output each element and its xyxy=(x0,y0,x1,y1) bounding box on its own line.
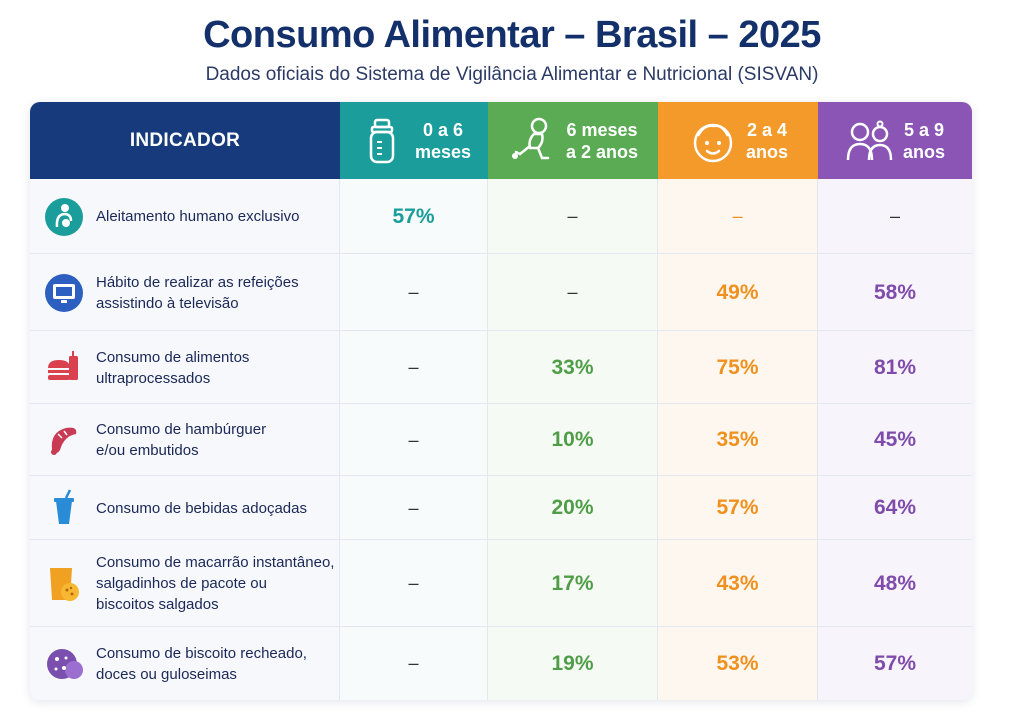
header-age-0-6-months: 0 a 6 meses xyxy=(340,102,488,179)
value-cell: – xyxy=(340,476,488,540)
header-label: 0 a 6 meses xyxy=(414,119,472,162)
value-cell: – xyxy=(488,179,658,254)
fast-food-icon xyxy=(48,350,78,380)
header-age-6m-2y: 6 meses a 2 anos xyxy=(488,102,658,179)
table-row: Hábito de realizar as refeições assistin… xyxy=(30,254,972,331)
value-cell: 33% xyxy=(488,331,658,404)
indicator-cell: Consumo de bebidas adoçadas xyxy=(30,476,340,540)
value-cell: – xyxy=(658,179,818,254)
soda-cup-icon xyxy=(54,489,74,524)
page-subtitle: Dados oficiais do Sistema de Vigilância … xyxy=(205,64,819,85)
value-cell: 81% xyxy=(873,355,917,379)
table-row: Aleitamento humano exclusivo 57% – – – xyxy=(30,179,972,254)
value-cell: 64% xyxy=(873,496,917,519)
value-cell: – xyxy=(340,627,488,700)
value-cell: 58% xyxy=(873,280,917,304)
header-label: 5 a 9 anos xyxy=(902,119,945,162)
table-row: Consumo de alimentos ultraprocessados –33… xyxy=(30,331,972,404)
cookie-icon xyxy=(47,648,83,679)
sausage-icon xyxy=(51,427,77,455)
value-cell: 10% xyxy=(488,404,658,476)
page-title: Consumo Alimentar – Brasil – 2025 xyxy=(203,14,821,56)
value-cell: 20% xyxy=(488,476,658,540)
indicator-cell: Consumo de alimentos ultraprocessados xyxy=(30,331,340,404)
indicator-cell: Consumo de hambúrguer e/ou embutidos xyxy=(30,404,340,476)
table-row: Consumo de biscoito recheado, doces ou g… xyxy=(30,627,972,700)
indicator-column-bg xyxy=(30,179,340,700)
table-row: Consumo de bebidas adoçadas –20% 57% 64% xyxy=(30,476,972,540)
indicator-label: Consumo de biscoito recheado, doces ou g… xyxy=(96,644,307,683)
header-age-5-9y: 5 a 9 anos xyxy=(818,102,972,179)
child-face-icon xyxy=(693,123,733,162)
value-cell: 49% xyxy=(658,254,818,331)
indicator-label: Hábito de realizar as refeições assistin… xyxy=(96,273,299,312)
indicator-cell: Consumo de macarrão instantâneo, salgadi… xyxy=(30,540,340,627)
indicator-label: Consumo de hambúrguer e/ou embutidos xyxy=(96,421,267,459)
indicator-label: Consumo de macarrão instantâneo, salgadi… xyxy=(96,554,335,613)
two-children-icon xyxy=(846,120,893,160)
value-cell: – xyxy=(889,206,900,226)
column-bg xyxy=(488,179,658,700)
value-cell: – xyxy=(340,331,488,404)
value-cell: 53% xyxy=(658,627,818,700)
value-cell: 35% xyxy=(658,404,818,476)
header-label: 6 meses a 2 anos xyxy=(565,119,639,162)
indicator-cell: Consumo de biscoito recheado, doces ou g… xyxy=(30,627,340,700)
indicator-label: Consumo de alimentos ultraprocessados xyxy=(96,348,250,387)
indicator-label: Aleitamento humano exclusivo xyxy=(96,208,300,225)
column-bg xyxy=(818,179,972,700)
value-cell: 48% xyxy=(873,571,917,595)
value-cell: 57% xyxy=(658,476,818,540)
value-cell: 19% xyxy=(488,627,658,700)
value-cell: 57% xyxy=(340,179,488,254)
table-header: INDICADOR 0 a 6 meses 6 meses a 2 anos xyxy=(30,102,972,179)
value-cell: – xyxy=(340,540,488,627)
breastfeeding-icon xyxy=(45,197,83,236)
value-cell: – xyxy=(340,404,488,476)
value-cell: 57% xyxy=(873,651,917,675)
snack-bag-icon xyxy=(50,567,79,601)
television-icon xyxy=(45,273,83,312)
value-cell: – xyxy=(340,254,488,331)
header-age-2-4y: 2 a 4 anos xyxy=(658,102,818,179)
value-cell: – xyxy=(488,254,658,331)
indicator-label: Consumo de bebidas adoçadas xyxy=(96,499,307,517)
crawling-baby-icon xyxy=(511,117,550,159)
column-bg xyxy=(340,179,488,700)
indicator-cell: Aleitamento humano exclusivo xyxy=(30,179,340,254)
header-label: 2 a 4 anos xyxy=(745,119,788,162)
indicator-cell: Hábito de realizar as refeições assistin… xyxy=(30,254,340,331)
value-cell: 45% xyxy=(873,428,917,451)
table-row: Consumo de macarrão instantâneo, salgadi… xyxy=(30,540,972,627)
table-body: Aleitamento humano exclusivo 57% – – – Hábito… xyxy=(30,179,972,700)
table-row: Consumo de hambúrguer e/ou embutidos –10%… xyxy=(30,404,972,476)
baby-bottle-icon xyxy=(369,118,395,163)
value-cell: 75% xyxy=(658,331,818,404)
header-indicator: INDICADOR xyxy=(30,102,340,179)
consumption-table: INDICADOR 0 a 6 meses 6 meses a 2 anos xyxy=(30,102,972,700)
value-cell: 43% xyxy=(658,540,818,627)
value-cell: 17% xyxy=(488,540,658,627)
column-bg xyxy=(658,179,818,700)
